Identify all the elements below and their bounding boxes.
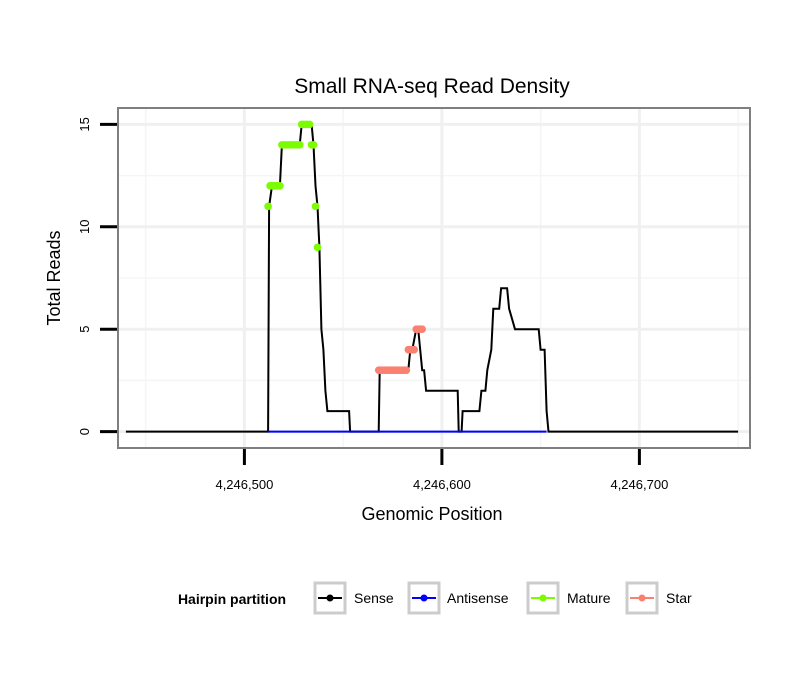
- legend-label: Star: [666, 590, 692, 606]
- series-layer: [125, 120, 739, 433]
- point-mature: [295, 141, 304, 149]
- point-mature: [264, 202, 272, 211]
- x-axis-label: Genomic Position: [361, 504, 502, 524]
- x-tick-label: 4,246,500: [215, 477, 273, 492]
- legend-key-point: [539, 594, 547, 602]
- x-tick-label: 4,246,600: [413, 477, 471, 492]
- grid-lines: [119, 109, 749, 447]
- point-mature: [305, 120, 314, 129]
- y-axis-label: Total Reads: [44, 230, 64, 325]
- y-tick-label: 0: [77, 428, 92, 435]
- y-tick-label: 10: [77, 220, 92, 234]
- point-star: [402, 366, 411, 374]
- legend-key-point: [326, 594, 334, 602]
- point-star: [410, 345, 419, 354]
- legend-entry-mature: Mature: [526, 581, 611, 615]
- y-tick-label: 15: [77, 117, 92, 131]
- legend-label: Antisense: [447, 590, 509, 606]
- axes-layer: 4,246,500 4,246,600 4,246,700 0 5 10 15: [77, 117, 668, 492]
- point-mature: [313, 243, 322, 252]
- legend-label: Mature: [567, 590, 611, 606]
- chart-title: Small RNA-seq Read Density: [294, 75, 570, 98]
- legend-label: Sense: [354, 590, 394, 606]
- y-tick-label: 5: [77, 326, 92, 333]
- x-tick-label: 4,246,700: [610, 477, 668, 492]
- legend: Hairpin partition Sense Antisense Mature St…: [178, 581, 692, 615]
- legend-entry-star: Star: [625, 581, 692, 615]
- point-mature: [311, 202, 320, 211]
- point-mature: [276, 182, 284, 190]
- legend-key-point: [638, 594, 646, 602]
- legend-entry-sense: Sense: [313, 581, 394, 615]
- point-mature: [309, 141, 318, 149]
- legend-entry-antisense: Antisense: [407, 581, 509, 615]
- legend-key-point: [420, 594, 428, 602]
- point-star: [418, 325, 426, 334]
- series-line-sense: [125, 123, 739, 433]
- legend-title: Hairpin partition: [178, 591, 286, 607]
